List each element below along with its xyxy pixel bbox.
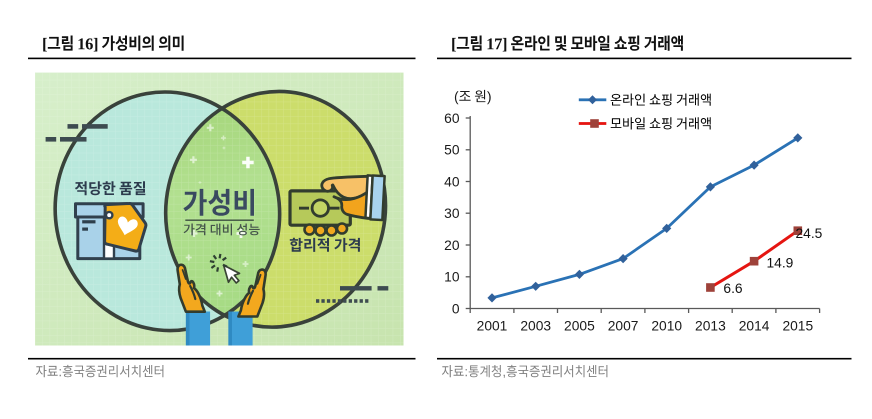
svg-text:2013: 2013: [695, 319, 726, 334]
svg-text:24.5: 24.5: [796, 226, 823, 241]
svg-text:0: 0: [452, 301, 460, 316]
svg-text:6.6: 6.6: [723, 281, 743, 296]
svg-text:2005: 2005: [564, 319, 595, 334]
svg-text:14.9: 14.9: [767, 256, 794, 271]
svg-text:50: 50: [444, 143, 460, 158]
svg-text:2001: 2001: [477, 319, 508, 334]
svg-text:2014: 2014: [739, 319, 770, 334]
svg-text:2015: 2015: [782, 319, 813, 334]
svg-text:60: 60: [444, 111, 460, 126]
svg-text:20: 20: [444, 238, 460, 253]
svg-text:40: 40: [444, 174, 460, 189]
svg-text:10: 10: [444, 270, 460, 285]
svg-text:2010: 2010: [651, 319, 682, 334]
svg-text:30: 30: [444, 206, 460, 221]
svg-text:2003: 2003: [520, 319, 551, 334]
svg-text:2007: 2007: [608, 319, 639, 334]
